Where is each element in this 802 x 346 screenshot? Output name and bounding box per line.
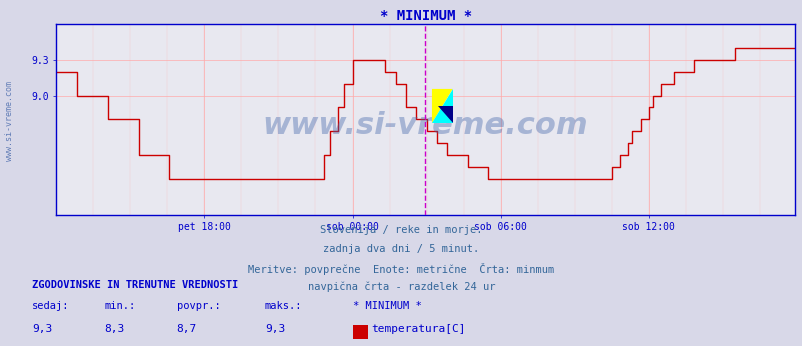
Text: min.:: min.:	[104, 301, 136, 311]
Polygon shape	[431, 89, 452, 123]
Text: Slovenija / reke in morje.: Slovenija / reke in morje.	[320, 225, 482, 235]
Text: sedaj:: sedaj:	[32, 301, 70, 311]
Text: ZGODOVINSKE IN TRENUTNE VREDNOSTI: ZGODOVINSKE IN TRENUTNE VREDNOSTI	[32, 280, 238, 290]
Title: * MINIMUM *: * MINIMUM *	[379, 9, 471, 23]
Text: povpr.:: povpr.:	[176, 301, 220, 311]
Text: maks.:: maks.:	[265, 301, 302, 311]
Text: Meritve: povprečne  Enote: metrične  Črta: minmum: Meritve: povprečne Enote: metrične Črta:…	[248, 263, 554, 275]
Text: zadnja dva dni / 5 minut.: zadnja dva dni / 5 minut.	[323, 244, 479, 254]
Text: temperatura[C]: temperatura[C]	[371, 324, 465, 334]
Text: www.si-vreme.com: www.si-vreme.com	[262, 111, 588, 139]
Polygon shape	[431, 89, 452, 123]
Text: 8,7: 8,7	[176, 324, 196, 334]
Polygon shape	[438, 106, 452, 123]
Text: 8,3: 8,3	[104, 324, 124, 334]
Text: 9,3: 9,3	[265, 324, 285, 334]
Text: www.si-vreme.com: www.si-vreme.com	[5, 81, 14, 161]
Text: navpična črta - razdelek 24 ur: navpična črta - razdelek 24 ur	[307, 282, 495, 292]
Text: * MINIMUM *: * MINIMUM *	[353, 301, 422, 311]
Text: 9,3: 9,3	[32, 324, 52, 334]
